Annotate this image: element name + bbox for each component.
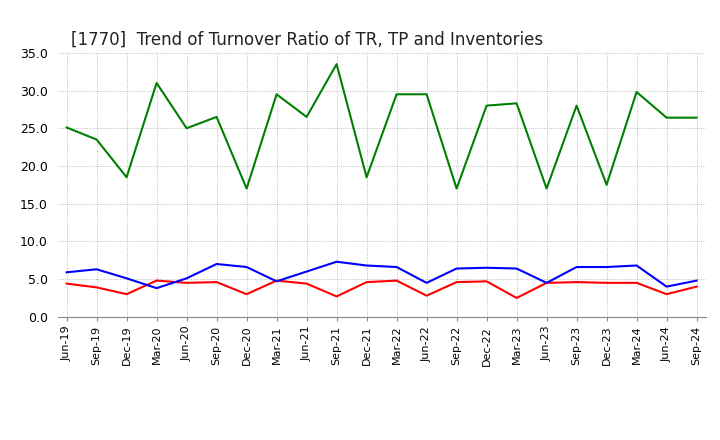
Inventories <box>632 89 641 95</box>
Trade Receivables <box>182 280 191 286</box>
Inventories <box>392 92 401 97</box>
Trade Receivables <box>62 281 71 286</box>
Trade Receivables <box>632 280 641 286</box>
Trade Receivables <box>693 284 701 289</box>
Inventories <box>602 182 611 187</box>
Trade Payables <box>452 266 461 271</box>
Trade Payables <box>693 278 701 283</box>
Inventories <box>182 125 191 131</box>
Trade Receivables <box>333 294 341 299</box>
Inventories <box>242 186 251 191</box>
Inventories <box>572 103 581 108</box>
Trade Payables <box>62 270 71 275</box>
Inventories <box>62 125 71 130</box>
Inventories <box>362 175 371 180</box>
Trade Receivables <box>272 278 281 283</box>
Trade Payables <box>92 267 101 272</box>
Trade Receivables <box>513 295 521 301</box>
Inventories <box>662 115 671 120</box>
Trade Receivables <box>92 285 101 290</box>
Trade Receivables <box>153 278 161 283</box>
Trade Payables <box>572 264 581 270</box>
Inventories <box>92 137 101 142</box>
Trade Payables <box>513 266 521 271</box>
Inventories <box>452 186 461 191</box>
Inventories <box>333 62 341 67</box>
Trade Receivables <box>602 280 611 286</box>
Inventories <box>212 114 221 120</box>
Trade Receivables <box>212 279 221 285</box>
Trade Receivables <box>572 279 581 285</box>
Trade Payables <box>632 263 641 268</box>
Line: Trade Receivables: Trade Receivables <box>66 281 697 298</box>
Inventories <box>693 115 701 120</box>
Inventories <box>302 114 311 120</box>
Trade Payables <box>153 286 161 291</box>
Trade Payables <box>212 261 221 267</box>
Inventories <box>513 101 521 106</box>
Trade Payables <box>482 265 491 271</box>
Text: [1770]  Trend of Turnover Ratio of TR, TP and Inventories: [1770] Trend of Turnover Ratio of TR, TP… <box>71 30 543 48</box>
Trade Receivables <box>122 292 131 297</box>
Line: Trade Payables: Trade Payables <box>66 262 697 288</box>
Trade Receivables <box>392 278 401 283</box>
Trade Payables <box>542 280 551 286</box>
Trade Receivables <box>422 293 431 298</box>
Trade Payables <box>182 276 191 281</box>
Trade Receivables <box>662 292 671 297</box>
Trade Receivables <box>482 279 491 284</box>
Trade Payables <box>272 279 281 284</box>
Trade Payables <box>422 280 431 286</box>
Trade Receivables <box>452 279 461 285</box>
Trade Receivables <box>362 279 371 285</box>
Trade Receivables <box>242 292 251 297</box>
Inventories <box>272 92 281 97</box>
Trade Receivables <box>302 281 311 286</box>
Inventories <box>122 175 131 180</box>
Inventories <box>542 186 551 191</box>
Inventories <box>482 103 491 108</box>
Trade Payables <box>662 284 671 289</box>
Inventories <box>422 92 431 97</box>
Inventories <box>153 81 161 86</box>
Trade Payables <box>602 264 611 270</box>
Trade Payables <box>302 269 311 274</box>
Trade Payables <box>122 276 131 281</box>
Trade Payables <box>242 264 251 270</box>
Trade Payables <box>362 263 371 268</box>
Line: Inventories: Inventories <box>66 64 697 189</box>
Trade Payables <box>333 259 341 264</box>
Trade Receivables <box>542 280 551 286</box>
Trade Payables <box>392 264 401 270</box>
